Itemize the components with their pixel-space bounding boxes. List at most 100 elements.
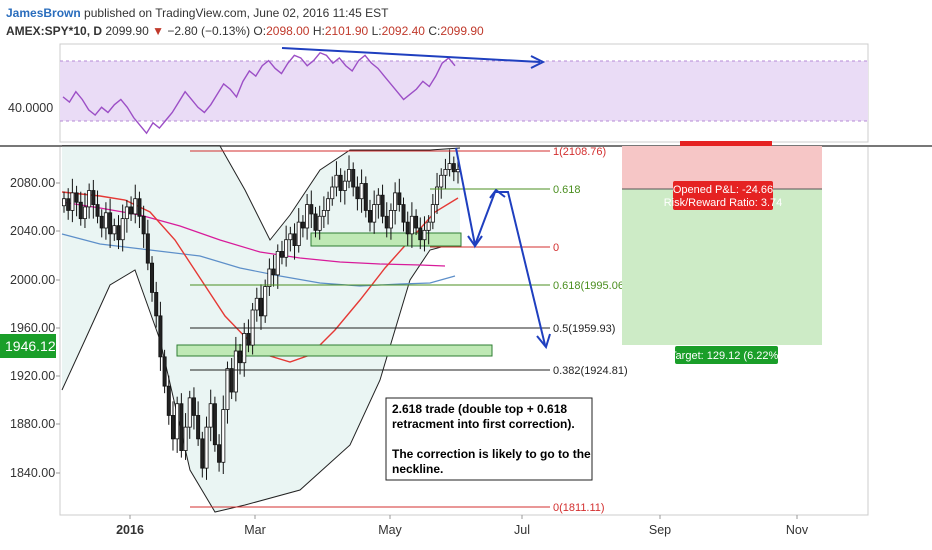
- high-label: H:: [312, 24, 325, 38]
- ma-slow-line: [61, 233, 456, 287]
- candle-body: [443, 169, 448, 176]
- symbol-label[interactable]: AMEX:SPY*10, D: [6, 24, 103, 38]
- price-axis: 2080.00 2040.00 2000.00 1960.00 1920.00 1880.…: [0, 176, 60, 480]
- candle-body: [200, 438, 205, 469]
- candle-body: [326, 198, 331, 211]
- price-tick-label: 2000.00: [10, 273, 55, 287]
- low-value: 2092.40: [381, 24, 425, 38]
- candle-body: [426, 221, 431, 231]
- bollinger-upper: [62, 145, 461, 241]
- candle-body: [129, 206, 134, 215]
- candle-body: [451, 163, 456, 173]
- candle-body: [447, 163, 452, 170]
- candle-body: [330, 186, 335, 200]
- candle-body: [305, 204, 310, 229]
- candle-body: [367, 210, 372, 223]
- candle-body: [422, 229, 427, 241]
- candle-body: [279, 251, 284, 258]
- candle-body: [175, 403, 180, 440]
- candle-body: [87, 190, 92, 208]
- open-value: 2098.00: [266, 24, 310, 38]
- candle-body: [430, 204, 435, 223]
- candle-body: [225, 368, 230, 410]
- fib-label: 1(2108.76): [553, 146, 606, 158]
- risk-reward-text: Risk/Reward Ratio: 3.74: [664, 197, 783, 209]
- candle-body: [103, 212, 108, 229]
- candle-body: [187, 397, 192, 428]
- target-zone: [622, 189, 822, 345]
- current-price-label: 1946.12: [5, 338, 56, 354]
- candle-body: [183, 426, 188, 451]
- rsi-panel: 40.0000: [8, 43, 869, 143]
- candle-body: [95, 204, 100, 217]
- candle-body: [150, 262, 155, 293]
- candle-body: [82, 206, 87, 220]
- candle-body: [296, 221, 301, 246]
- candle-body: [137, 198, 142, 217]
- rsi-axis-label: 40.0000: [8, 101, 53, 115]
- change-value: −2.80 (−0.13%): [167, 24, 251, 38]
- time-tick-label: 2016: [116, 523, 144, 537]
- close-value: 2099.90: [440, 24, 484, 38]
- price-tick-label: 2040.00: [10, 224, 55, 238]
- candle-body: [313, 213, 318, 231]
- candle-body: [409, 215, 414, 235]
- target-badge: [675, 346, 778, 364]
- candle-body: [435, 186, 440, 205]
- fib-label: 0.618(1995.06): [553, 280, 628, 292]
- fib-label: 0.382(1924.81): [553, 365, 628, 377]
- ohlc-line: AMEX:SPY*10, D 2099.90 ▼ −2.80 (−0.13%) …: [6, 24, 484, 38]
- candle-body: [66, 198, 71, 211]
- candle-body: [133, 198, 138, 215]
- rsi-line: [62, 51, 456, 135]
- price-tick-label: 2080.00: [10, 176, 55, 190]
- candle-body: [321, 210, 326, 217]
- author-name[interactable]: JamesBrown: [6, 6, 81, 20]
- fib-label: 0: [553, 242, 559, 254]
- projection-arrowhead-1: [467, 235, 483, 248]
- time-tick-label: Nov: [786, 523, 809, 537]
- resistance-zone: [310, 232, 462, 247]
- candle-body: [363, 183, 368, 211]
- time-tick-label: May: [378, 523, 402, 537]
- candle-body: [317, 215, 322, 231]
- time-tick-label: Jul: [514, 523, 530, 537]
- bollinger-lower: [61, 241, 461, 513]
- candle-body: [355, 186, 360, 200]
- fib-label: 0.618: [553, 184, 581, 196]
- candle-body: [334, 174, 339, 188]
- note-line: 2.618 trade (double top + 0.618: [392, 402, 567, 416]
- candle-body: [238, 350, 243, 364]
- candle-body: [124, 206, 129, 220]
- candle-body: [300, 221, 305, 229]
- candle-body: [284, 239, 289, 258]
- projection-arrowhead-3: [536, 333, 551, 350]
- neckline-zone: [176, 344, 493, 357]
- note-line: neckline.: [392, 462, 443, 476]
- candle-body: [388, 210, 393, 229]
- publish-line: JamesBrown published on TradingView.com,…: [6, 6, 388, 20]
- candle-body: [376, 194, 381, 205]
- candle-body: [112, 225, 117, 235]
- candle-body: [359, 183, 364, 200]
- candle-body: [372, 204, 377, 223]
- candle-body: [158, 315, 163, 358]
- candle-body: [78, 201, 83, 220]
- candle-body: [204, 426, 209, 469]
- candle-body: [196, 415, 201, 440]
- rsi-divergence-line: [281, 47, 541, 63]
- candle-body: [162, 356, 167, 387]
- candle-body: [191, 397, 196, 416]
- candle-body: [405, 221, 410, 235]
- candle-body: [120, 218, 125, 241]
- projection-arrowhead-2: [489, 188, 506, 199]
- candle-body: [246, 333, 251, 346]
- candle-body: [351, 169, 356, 188]
- candle-body: [116, 225, 121, 241]
- candle-body: [309, 204, 314, 215]
- candle-body: [338, 174, 343, 191]
- candle-body: [170, 415, 175, 440]
- candle-body: [229, 368, 234, 393]
- candle-body: [384, 215, 389, 229]
